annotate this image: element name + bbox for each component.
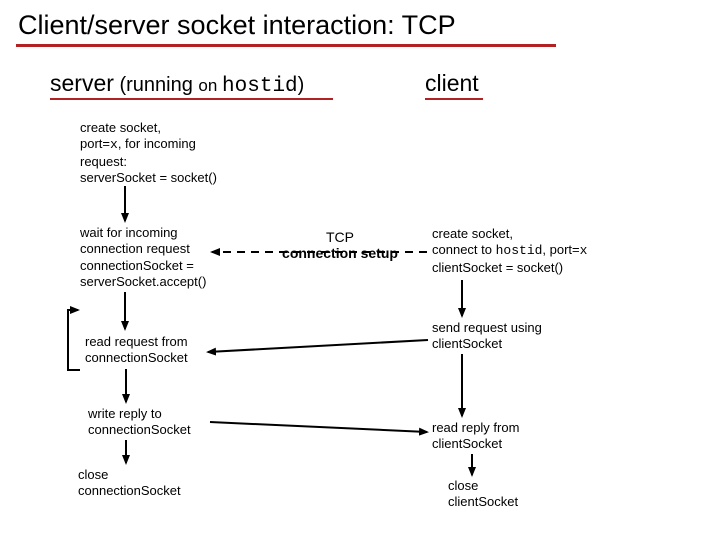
text-line: connectionSocket xyxy=(78,483,181,499)
client-create-socket: create socket, connect to hostid, port=x… xyxy=(432,226,587,276)
slide-title: Client/server socket interaction: TCP xyxy=(18,10,456,41)
text-line: close xyxy=(78,467,181,483)
server-heading-close: ) xyxy=(298,74,305,96)
text-line: read reply from xyxy=(432,420,519,436)
text-line: connectionSocket xyxy=(88,422,191,438)
server-heading-underline xyxy=(50,98,333,100)
server-read-request: read request from connectionSocket xyxy=(85,334,188,367)
server-create-socket: create socket, port=x, for incoming requ… xyxy=(80,120,217,186)
server-write-reply: write reply to connectionSocket xyxy=(88,406,191,439)
client-read-reply: read reply from clientSocket xyxy=(432,420,519,453)
arrow-write-reply xyxy=(210,422,427,432)
server-heading-paren: (running xyxy=(114,74,199,96)
text-line: clientSocket xyxy=(432,436,519,452)
text-line: clientSocket = socket() xyxy=(432,260,587,276)
text-line: clientSocket xyxy=(448,494,518,510)
text-line: TCP xyxy=(265,229,415,245)
server-heading: server (running on hostid) xyxy=(50,70,304,98)
server-close: close connectionSocket xyxy=(78,467,181,500)
text-line: connectionSocket = xyxy=(80,258,206,274)
text-line: wait for incoming xyxy=(80,225,206,241)
text-line: read request from xyxy=(85,334,188,350)
text-line: create socket, xyxy=(432,226,587,242)
client-close: close clientSocket xyxy=(448,478,518,511)
text-line: serverSocket = socket() xyxy=(80,170,217,186)
title-underline xyxy=(16,44,556,47)
tcp-setup-label: TCP connection setup xyxy=(265,229,415,261)
server-heading-hostid: hostid xyxy=(222,75,298,98)
text-line: connection setup xyxy=(265,245,415,261)
text-line: clientSocket xyxy=(432,336,542,352)
client-send-request: send request using clientSocket xyxy=(432,320,542,353)
text-line: send request using xyxy=(432,320,542,336)
client-heading-underline xyxy=(425,98,483,100)
text-line: port=x, for incoming xyxy=(80,136,217,153)
arrow-server-loop xyxy=(68,310,80,370)
server-wait-accept: wait for incoming connection request con… xyxy=(80,225,206,290)
text-line: request: xyxy=(80,154,217,170)
server-heading-on: on xyxy=(198,76,222,95)
arrow-send-request xyxy=(208,340,428,352)
text-line: connection request xyxy=(80,241,206,257)
text-line: write reply to xyxy=(88,406,191,422)
text-line: connectionSocket xyxy=(85,350,188,366)
text-line: close xyxy=(448,478,518,494)
client-heading: client xyxy=(425,70,479,97)
text-line: serverSocket.accept() xyxy=(80,274,206,290)
server-heading-word: server xyxy=(50,70,114,96)
text-line: create socket, xyxy=(80,120,217,136)
text-line: connect to hostid, port=x xyxy=(432,242,587,259)
